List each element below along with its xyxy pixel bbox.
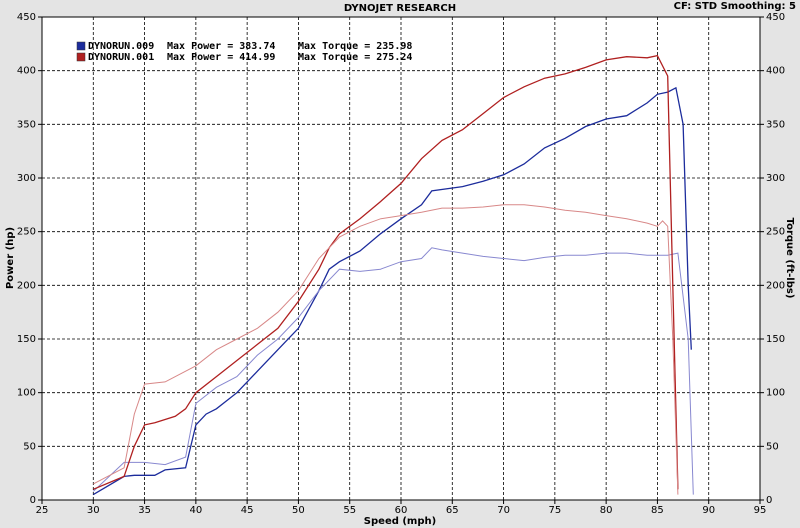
x-tick-label: 30 bbox=[87, 505, 100, 516]
y-tick-label: 350 bbox=[17, 119, 36, 130]
x-tick-label: 50 bbox=[292, 505, 305, 516]
y-tick-label: 150 bbox=[17, 334, 36, 345]
legend-torque: Max Torque = 275.24 bbox=[298, 52, 412, 63]
x-tick-label: 75 bbox=[548, 505, 561, 516]
y-axis-label: Power (hp) bbox=[5, 227, 16, 289]
x-tick-label: 45 bbox=[241, 505, 254, 516]
x-tick-label: 70 bbox=[497, 505, 510, 516]
x-tick-label: 95 bbox=[754, 505, 767, 516]
x-tick-label: 55 bbox=[343, 505, 356, 516]
x-tick-label: 25 bbox=[36, 505, 49, 516]
y-tick-label: 200 bbox=[17, 280, 36, 291]
x-tick-label: 85 bbox=[651, 505, 664, 516]
y-tick-label: 0 bbox=[30, 495, 36, 506]
x-tick-label: 40 bbox=[189, 505, 202, 516]
x-tick-label: 65 bbox=[446, 505, 459, 516]
y-tick-label: 50 bbox=[23, 441, 36, 452]
legend-power: Max Power = 414.99 bbox=[167, 52, 275, 63]
y2-tick-label: 50 bbox=[766, 441, 779, 452]
series-line bbox=[92, 86, 692, 496]
chart-title: DYNOJET RESEARCH bbox=[344, 3, 456, 14]
legend-power: Max Power = 383.74 bbox=[167, 41, 275, 52]
y2-tick-label: 400 bbox=[766, 66, 785, 77]
y2-tick-label: 350 bbox=[766, 119, 785, 130]
y-tick-label: 250 bbox=[17, 227, 36, 238]
legend-run: DYNORUN.001 bbox=[88, 52, 154, 63]
y2-tick-label: 300 bbox=[766, 173, 785, 184]
y-tick-label: 300 bbox=[17, 173, 36, 184]
y-tick-label: 100 bbox=[17, 388, 36, 399]
legend-torque: Max Torque = 235.98 bbox=[298, 41, 412, 52]
x-tick-label: 90 bbox=[702, 505, 715, 516]
y-tick-label: 400 bbox=[17, 66, 36, 77]
y2-axis-label: Torque (ft-lbs) bbox=[784, 218, 795, 299]
y2-tick-label: 450 bbox=[766, 12, 785, 23]
settings: CF: STD Smoothing: 5 bbox=[674, 1, 796, 12]
legend-run: DYNORUN.009 bbox=[88, 41, 154, 52]
y2-tick-label: 100 bbox=[766, 388, 785, 399]
y2-tick-label: 250 bbox=[766, 227, 785, 238]
y-tick-label: 450 bbox=[17, 12, 36, 23]
x-axis-label: Speed (mph) bbox=[364, 516, 436, 527]
x-tick-label: 80 bbox=[600, 505, 613, 516]
x-tick-label: 35 bbox=[138, 505, 151, 516]
y2-tick-label: 150 bbox=[766, 334, 785, 345]
series-line bbox=[93, 54, 679, 490]
y2-tick-label: 200 bbox=[766, 280, 785, 291]
y2-tick-label: 0 bbox=[766, 495, 772, 506]
series-line bbox=[92, 247, 694, 495]
x-tick-label: 60 bbox=[395, 505, 408, 516]
series-line bbox=[93, 204, 679, 495]
legend-swatch bbox=[76, 52, 86, 62]
legend-swatch bbox=[76, 41, 86, 51]
